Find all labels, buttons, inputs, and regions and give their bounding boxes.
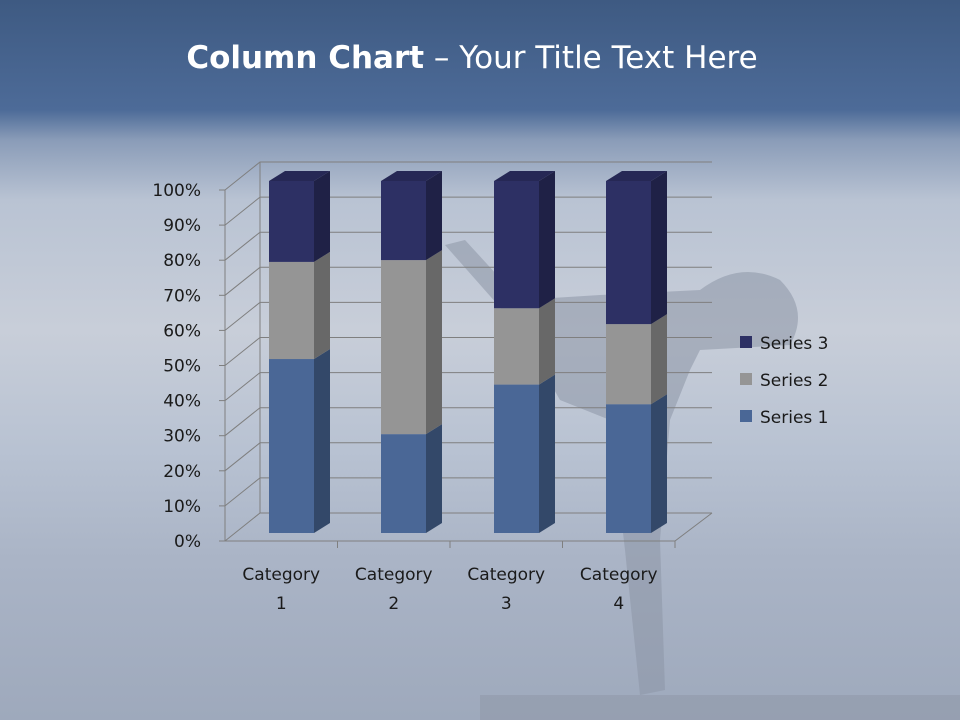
category-label: Category (242, 565, 320, 585)
category-label-number: 4 (613, 594, 624, 614)
bar-top (269, 171, 330, 181)
legend-label: Series 3 (760, 334, 829, 354)
bar-top (381, 171, 442, 181)
bar-front-series-2 (494, 308, 539, 385)
y-tick-label: 100% (152, 181, 201, 201)
y-tick-label: 10% (163, 497, 201, 517)
category-label-number: 1 (276, 594, 287, 614)
bar-front-series-2 (381, 260, 426, 435)
legend-label: Series 1 (760, 408, 829, 428)
y-tick-label: 20% (163, 462, 201, 482)
bar-front-series-3 (494, 181, 539, 309)
y-tick-label: 60% (163, 321, 201, 341)
bar-front-series-2 (269, 261, 314, 360)
bar-front-series-1 (606, 404, 651, 533)
category-label: Category (355, 565, 433, 585)
bar-front-series-1 (269, 359, 314, 533)
y-tick-label: 40% (163, 392, 201, 412)
bar-top (606, 171, 667, 181)
bar-side (314, 171, 330, 262)
bar-side (426, 424, 442, 533)
bar-side (426, 171, 442, 261)
y-tick-label: 50% (163, 357, 201, 377)
bar-side (539, 171, 555, 309)
title-bold: Column Chart (186, 40, 425, 76)
floor-strip (480, 695, 960, 720)
bar-front-series-3 (269, 181, 314, 262)
y-tick-label: 0% (174, 532, 201, 552)
slide-title: Column Chart – Your Title Text Here (0, 40, 944, 76)
y-tick-label: 70% (163, 286, 201, 306)
bar-side (651, 394, 667, 533)
bar-side (314, 349, 330, 533)
legend-swatch (740, 336, 752, 348)
category-label: Category (467, 565, 545, 585)
bar-front-series-1 (494, 384, 539, 533)
title-rest: – Your Title Text Here (424, 40, 758, 76)
bar-side (539, 298, 555, 385)
y-tick-label: 30% (163, 427, 201, 447)
bar-front-series-1 (381, 434, 426, 533)
y-tick-label: 90% (163, 216, 201, 236)
bar-top (494, 171, 555, 181)
bar-front-series-3 (381, 181, 426, 261)
bar-side (314, 251, 330, 360)
legend-label: Series 2 (760, 371, 829, 391)
bar-side (651, 171, 667, 325)
bar-side (426, 250, 442, 435)
category-label: Category (580, 565, 658, 585)
bar-front-series-2 (606, 324, 651, 405)
category-label-number: 2 (388, 594, 399, 614)
legend-swatch (740, 373, 752, 385)
y-tick-label: 80% (163, 251, 201, 271)
bar-side (539, 374, 555, 533)
legend-swatch (740, 410, 752, 422)
bar-front-series-3 (606, 181, 651, 325)
category-label-number: 3 (501, 594, 512, 614)
bar-side (651, 314, 667, 405)
